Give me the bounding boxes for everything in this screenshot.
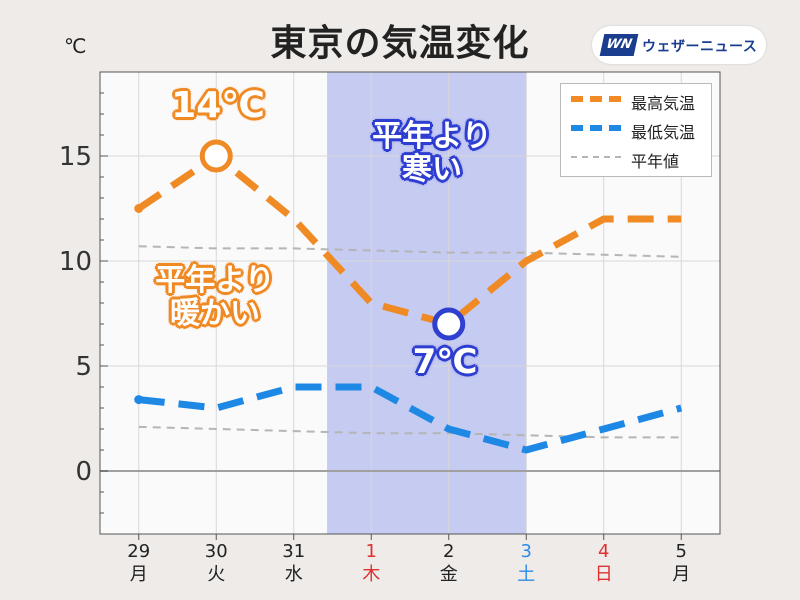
data-marker — [432, 307, 466, 341]
legend-line-min — [571, 125, 621, 131]
x-tick-label: 1 — [366, 541, 377, 562]
chart-title: 東京の気温変化 — [270, 23, 530, 64]
series-start-point — [134, 395, 144, 405]
x-weekday-label: 金 — [440, 564, 458, 585]
highlight-band — [327, 72, 527, 534]
brand-name: ウェザーニュース — [642, 39, 758, 55]
series-start-point — [134, 204, 144, 213]
x-tick-label: 2 — [443, 541, 454, 562]
series-line-normal — [138, 425, 682, 439]
annotation-warm-text: 平年より 暖かい — [135, 264, 295, 330]
x-weekday-label: 日 — [595, 564, 613, 585]
annotation-warm-line-2: 暖かい — [170, 296, 260, 331]
legend-item-min: 最低気温 — [571, 117, 711, 142]
legend-line-max — [571, 96, 621, 102]
x-weekday-label: 水 — [285, 564, 303, 585]
x-weekday-label: 火 — [207, 564, 225, 585]
x-weekday-label: 月 — [672, 564, 690, 585]
y-tick-label: 5 — [75, 352, 92, 382]
legend: 最高気温 最低気温 平年値 — [560, 83, 712, 177]
x-tick-label: 30 — [205, 541, 228, 562]
y-tick-label: 10 — [59, 247, 92, 277]
data-marker — [199, 139, 233, 173]
x-tick-label: 4 — [598, 541, 609, 562]
x-tick-label: 31 — [282, 541, 305, 562]
x-tick-label: 3 — [521, 541, 532, 562]
x-tick-label: 29 — [127, 541, 150, 562]
legend-line-normal — [571, 156, 621, 158]
annotation-min-value: 7℃ — [412, 342, 478, 382]
x-weekday-label: 土 — [517, 564, 535, 585]
annotation-max-value: 14℃ — [171, 85, 265, 126]
x-weekday-label: 月 — [130, 564, 148, 585]
series-line-normal — [138, 245, 682, 258]
brand-badge: WN ウェザーニュース — [592, 26, 766, 64]
legend-label-normal: 平年値 — [631, 152, 680, 171]
annotation-warm-line-1: 平年より — [155, 263, 275, 298]
series-line-max — [136, 152, 682, 328]
legend-item-max: 最高気温 — [571, 88, 711, 113]
x-weekday-label: 木 — [362, 564, 380, 585]
y-tick-label: 15 — [59, 142, 92, 172]
annotation-cold-text: 平年より 寒い — [352, 120, 512, 186]
annotation-cold-line-1: 平年より — [372, 119, 492, 154]
series-line-min — [138, 383, 683, 454]
annotation-cold-line-2: 寒い — [402, 152, 462, 187]
x-tick-label: 5 — [676, 541, 687, 562]
legend-item-normal: 平年値 — [571, 146, 711, 171]
y-axis-unit: ℃ — [64, 34, 87, 58]
legend-label-min: 最低気温 — [631, 123, 696, 142]
legend-label-max: 最高気温 — [631, 94, 696, 113]
y-tick-label: 0 — [75, 457, 92, 487]
